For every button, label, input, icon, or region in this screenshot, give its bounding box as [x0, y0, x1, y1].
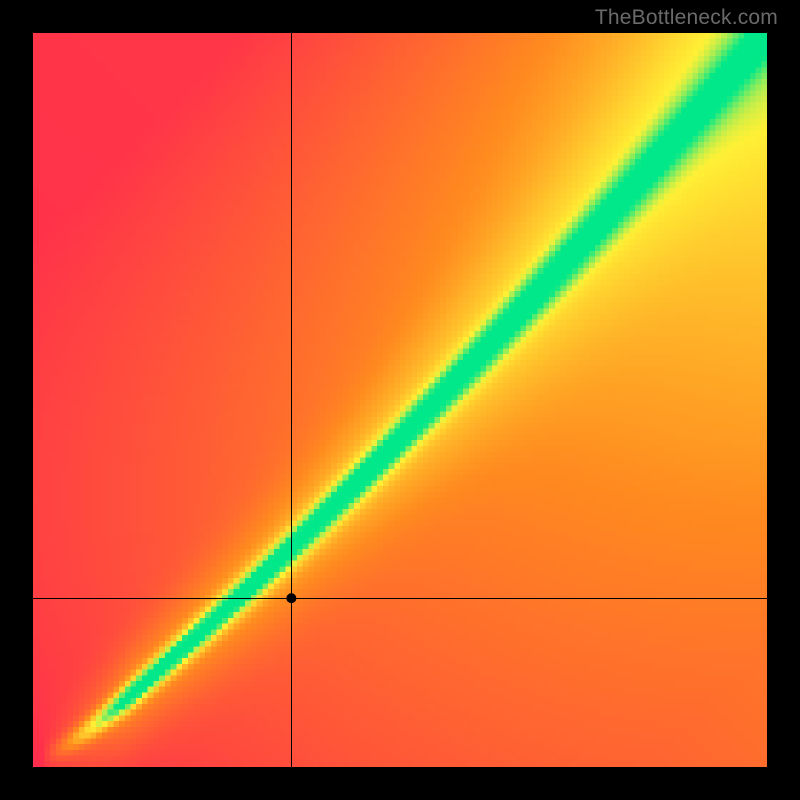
root-container: TheBottleneck.com	[0, 0, 800, 800]
crosshair-overlay	[33, 33, 767, 767]
watermark-text: TheBottleneck.com	[595, 6, 778, 30]
plot-area	[33, 33, 767, 767]
